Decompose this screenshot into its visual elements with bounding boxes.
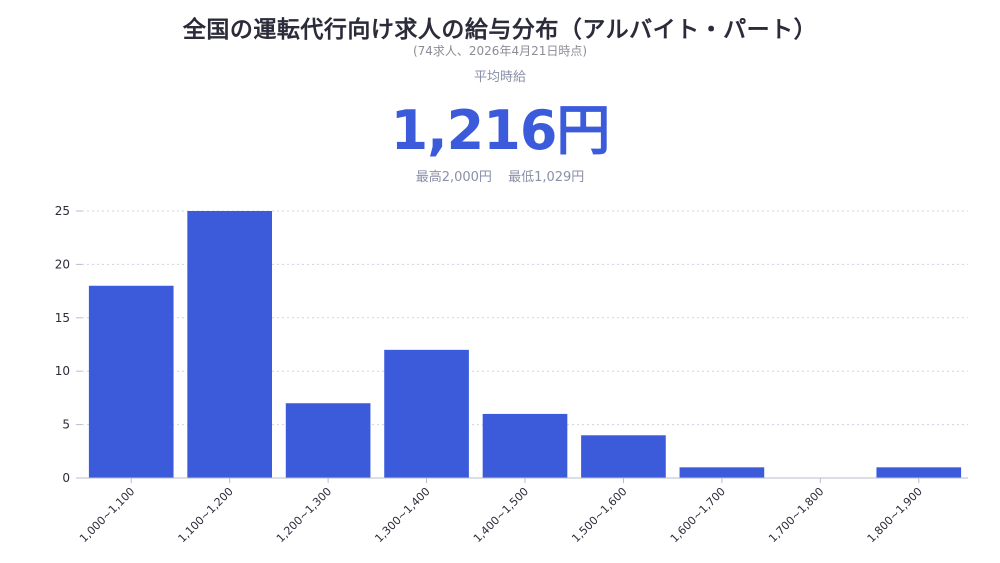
average-wage-label: 平均時給	[473, 70, 526, 85]
y-tick-label: 10	[55, 364, 70, 378]
chart-title: 全国の運転代行向け求人の給与分布（アルバイト・パート）	[182, 17, 818, 43]
y-tick-label: 5	[62, 418, 70, 432]
bar	[187, 211, 272, 478]
min-wage: 最低1,029円	[508, 170, 585, 185]
x-tick-label: 1,500~1,600	[569, 485, 629, 545]
bar	[679, 467, 765, 478]
max-wage: 最高2,000円	[415, 170, 492, 185]
bar	[581, 435, 666, 478]
x-tick-label: 1,100~1,200	[176, 485, 236, 545]
y-tick-label: 0	[62, 471, 70, 485]
x-tick-label: 1,800~1,900	[865, 485, 925, 545]
y-tick-label: 20	[55, 257, 70, 271]
x-tick-label: 1,400~1,500	[471, 485, 531, 545]
bar	[482, 413, 568, 478]
average-wage-value: 1,216円	[390, 99, 611, 162]
bar	[876, 467, 962, 478]
x-tick-label: 1,300~1,400	[372, 485, 432, 545]
x-tick-label: 1,700~1,800	[766, 485, 826, 545]
x-tick-label: 1,600~1,700	[668, 485, 728, 545]
chart-subtitle: (74求人、2026年4月21日時点)	[412, 44, 588, 58]
x-tick-label: 1,200~1,300	[274, 485, 334, 545]
y-tick-label: 15	[55, 311, 70, 325]
bar	[384, 349, 469, 478]
y-tick-label: 25	[55, 204, 70, 218]
x-tick-label: 1,000~1,100	[77, 485, 137, 545]
bar	[285, 403, 371, 478]
min-max-summary: 最高2,000円 最低1,029円	[0, 166, 1000, 185]
bar	[88, 285, 174, 478]
